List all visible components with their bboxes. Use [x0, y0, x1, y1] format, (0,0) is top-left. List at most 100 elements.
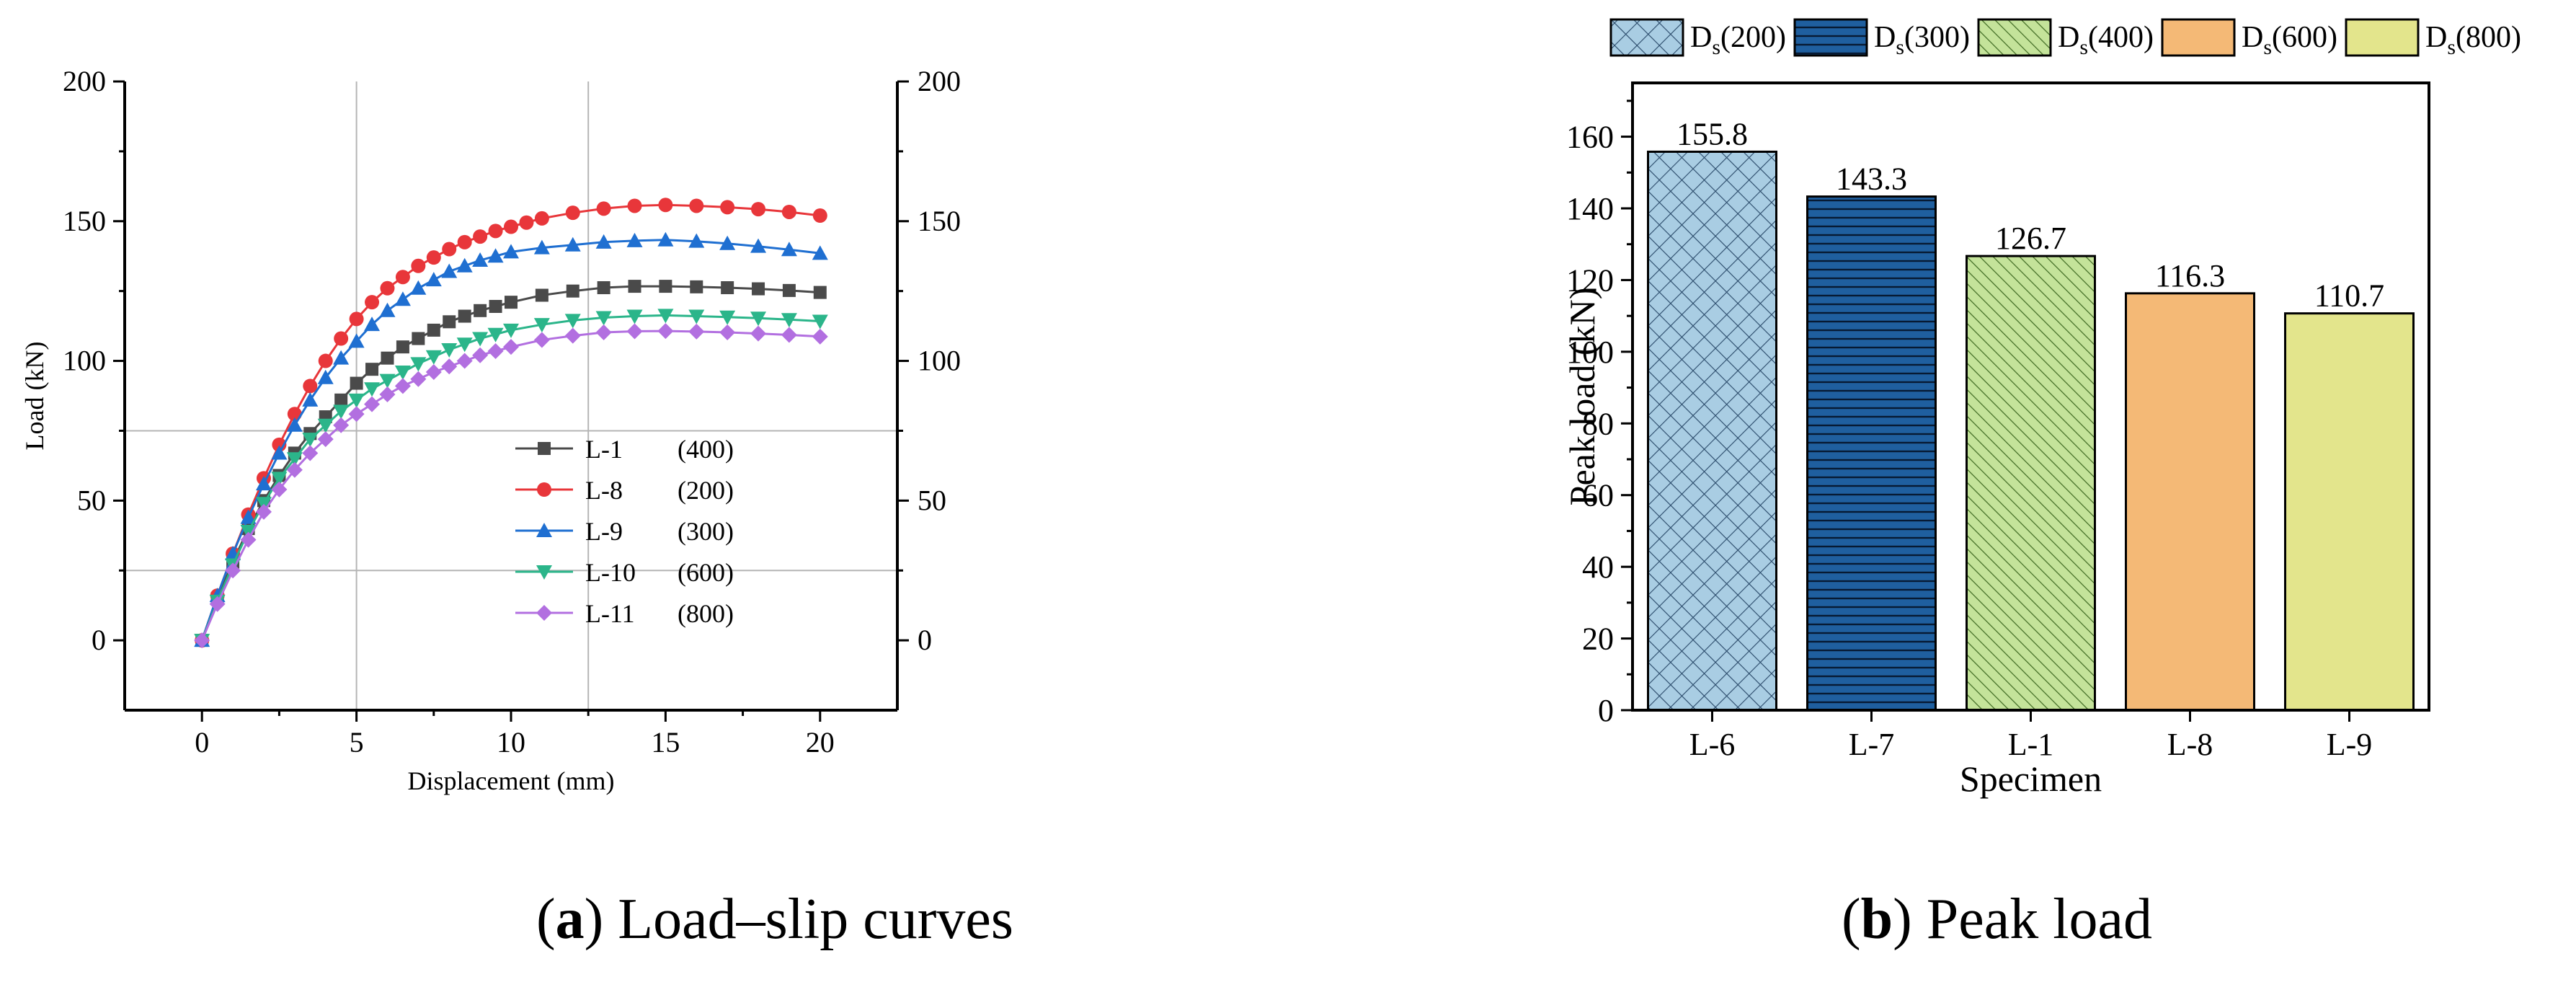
x-tick-label: L-7	[1849, 727, 1895, 762]
y-tick-label-left: 100	[63, 345, 106, 377]
x-tick-label: L-9	[2327, 727, 2373, 762]
data-point-L-10	[271, 472, 288, 487]
data-point-L-8	[534, 211, 549, 226]
data-point-L-1	[350, 376, 363, 390]
data-point-L-8	[565, 205, 580, 221]
legend-label-L-1: L-1	[585, 435, 623, 464]
x-tick-label: 10	[497, 726, 525, 758]
data-point-L-8	[812, 208, 827, 224]
x-axis-title: Specimen	[1960, 758, 2102, 799]
data-point-L-8	[504, 219, 518, 234]
data-point-L-1	[443, 315, 456, 329]
data-point-L-10	[317, 418, 334, 433]
data-point-L-11	[286, 461, 303, 478]
legend-label-size: (400)	[2088, 21, 2154, 54]
legend-label-size: (800)	[2456, 21, 2521, 54]
bar-L-7	[1806, 195, 1937, 712]
data-point-L-10	[472, 332, 489, 347]
data-point-L-10	[657, 309, 674, 324]
data-point-L-8	[751, 202, 766, 217]
data-point-L-9	[333, 350, 350, 365]
y-tick-label: 100	[1566, 335, 1614, 370]
data-point-L-9	[302, 392, 319, 407]
bar-value-label: 155.8	[1676, 116, 1748, 151]
data-point-L-10	[333, 404, 350, 420]
data-point-L-11	[317, 431, 334, 448]
data-point-L-11	[255, 503, 272, 520]
data-point-L-8	[519, 215, 534, 230]
data-point-L-8	[303, 379, 318, 394]
data-point-L-10	[456, 337, 473, 353]
data-point-L-11	[472, 347, 489, 363]
data-point-L-9	[781, 242, 797, 257]
y-tick-label-right: 200	[918, 65, 961, 97]
data-point-L-8	[473, 229, 488, 244]
data-point-L-8	[488, 224, 503, 239]
y-tick-label: 40	[1582, 549, 1614, 585]
legend-label-letter: D	[2425, 21, 2447, 54]
legend-marker-L-10	[536, 565, 552, 580]
data-point-L-11	[379, 386, 396, 403]
legend-label-L-9: L-9	[585, 517, 623, 546]
data-point-L-8	[365, 295, 380, 310]
data-point-L-9	[286, 417, 303, 432]
data-point-L-9	[379, 302, 396, 317]
data-point-L-11	[657, 323, 674, 340]
caption-b: (b) Peak load	[1842, 888, 2153, 951]
y-tick-label-right: 0	[918, 624, 932, 656]
bar-value-label: 116.3	[2155, 258, 2225, 293]
data-point-L-10	[719, 310, 736, 325]
caption-a-text: Load–slip curves	[618, 888, 1014, 951]
data-point-L-1	[782, 283, 796, 297]
data-point-L-10	[364, 382, 381, 397]
data-point-L-8	[426, 250, 441, 265]
data-point-L-11	[394, 378, 411, 394]
data-point-L-11	[364, 396, 381, 412]
legend-label-(800): Ds(800)	[2425, 21, 2521, 59]
data-point-L-8	[596, 201, 611, 216]
data-point-L-1	[690, 280, 703, 293]
data-point-L-1	[535, 288, 548, 302]
legend-size-L-1: (400)	[678, 435, 734, 464]
x-tick-label: L-1	[2008, 727, 2054, 762]
data-point-L-10	[564, 314, 581, 329]
data-point-L-10	[286, 452, 303, 467]
data-point-L-1	[813, 286, 827, 299]
legend-label-size: (200)	[1720, 21, 1786, 54]
x-tick-label: 20	[806, 726, 835, 758]
data-point-L-10	[302, 433, 319, 448]
caption-b-text: Peak load	[1926, 888, 2153, 951]
x-tick-label: L-6	[1689, 727, 1736, 762]
data-point-L-8	[334, 331, 349, 346]
data-point-L-9	[364, 317, 381, 332]
data-point-L-1	[597, 281, 610, 295]
data-point-L-11	[503, 339, 519, 355]
bar-value-label: 110.7	[2314, 278, 2384, 314]
data-point-L-10	[441, 343, 458, 358]
data-point-L-11	[533, 332, 550, 348]
data-point-L-11	[348, 406, 365, 423]
data-point-L-8	[658, 198, 673, 213]
y-tick-label: 80	[1582, 406, 1614, 441]
data-point-L-8	[457, 234, 472, 249]
data-point-L-9	[626, 232, 643, 247]
data-point-L-10	[595, 311, 612, 326]
y-tick-label-left: 0	[92, 624, 106, 656]
legend-size-L-9: (300)	[678, 517, 734, 546]
data-point-L-1	[505, 296, 518, 309]
x-tick-label: 5	[350, 726, 364, 758]
data-point-L-11	[487, 342, 504, 359]
y-axis-title: Load (kN)	[20, 342, 49, 451]
data-point-L-10	[487, 327, 504, 342]
legend-swatch-(200)	[1609, 18, 1684, 57]
chart-a-background	[0, 0, 1052, 858]
data-point-L-9	[750, 238, 767, 253]
data-point-L-9	[688, 233, 705, 248]
data-point-L-10	[379, 373, 396, 389]
data-point-L-11	[812, 328, 828, 345]
data-point-L-9	[533, 239, 550, 255]
data-point-L-11	[595, 324, 612, 341]
bar-L-1	[1966, 255, 2096, 712]
legend-label-(600): Ds(600)	[2242, 21, 2337, 59]
